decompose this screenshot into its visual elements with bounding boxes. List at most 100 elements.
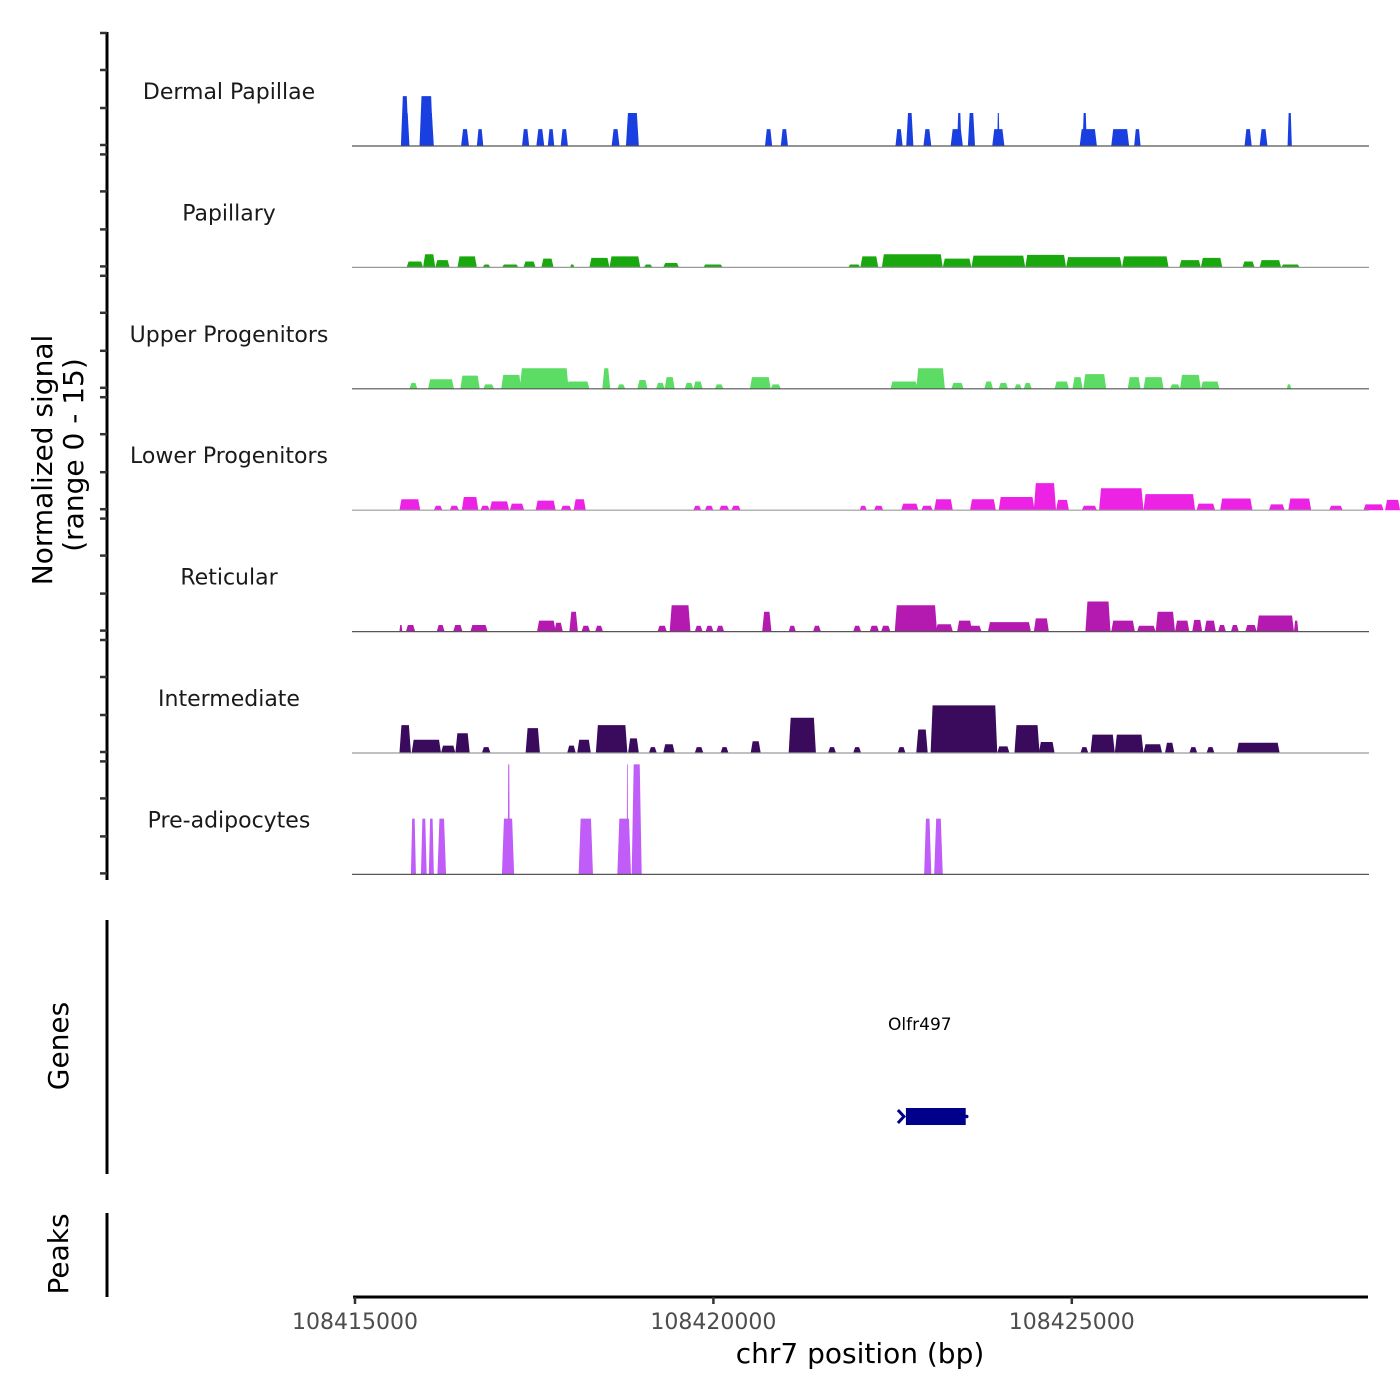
signal-peak <box>437 818 447 875</box>
signal-peak <box>523 261 536 268</box>
signal-peak <box>1180 374 1201 389</box>
signal-peak <box>405 625 416 632</box>
signal-peak <box>1081 505 1097 511</box>
signal-peak <box>895 129 903 146</box>
signal-peak <box>1111 620 1135 632</box>
signal-peak <box>770 384 781 389</box>
track-lower-progenitors: Lower Progenitors <box>130 444 1400 511</box>
signal-peak <box>957 113 962 146</box>
signal-peak <box>1385 499 1400 511</box>
gene-olfr497[interactable]: Olfr497 <box>888 1015 969 1125</box>
signal-peak <box>628 738 639 753</box>
signal-peak <box>453 625 463 632</box>
genes-panel-label: Genes <box>42 1002 75 1090</box>
signal-peak <box>1256 615 1295 632</box>
signal-peak <box>1329 505 1343 511</box>
signal-peak <box>1143 494 1196 511</box>
signal-peak <box>1099 488 1144 511</box>
signal-peak <box>1085 601 1111 632</box>
signal-peak <box>617 384 626 389</box>
signal-peak <box>1294 620 1299 632</box>
signal-peak <box>560 129 568 146</box>
signal-peak <box>525 728 540 753</box>
signal-peak <box>1268 504 1285 511</box>
signal-peak <box>1206 747 1215 753</box>
signal-peak <box>1287 113 1292 146</box>
signal-peak <box>554 622 563 632</box>
signal-peak <box>507 764 510 875</box>
signal-peak <box>684 382 694 389</box>
signal-peak <box>1033 483 1057 511</box>
signal-peak <box>1033 618 1049 632</box>
signal-peak <box>569 611 578 632</box>
signal-peak <box>694 747 704 753</box>
signal-peak <box>566 381 590 389</box>
signal-peak <box>609 256 641 268</box>
signal-peak <box>669 605 691 632</box>
signal-peak <box>934 499 953 511</box>
x-axis-title: chr7 position (bp) <box>736 1337 985 1370</box>
signal-peak <box>1363 504 1384 511</box>
signal-peak <box>693 505 702 511</box>
signal-peak <box>1218 625 1226 632</box>
signal-peak <box>648 747 657 753</box>
signal-peak <box>1164 742 1175 753</box>
track-papillary: Papillary <box>182 201 1369 268</box>
signal-peak <box>423 254 436 268</box>
signal-peak <box>428 818 434 875</box>
signal-peak <box>595 625 604 632</box>
track-label: Upper Progenitors <box>130 323 329 348</box>
signal-peak <box>481 747 491 753</box>
signal-peak <box>1245 625 1257 632</box>
signal-peak <box>480 505 490 511</box>
signal-peak <box>1220 498 1253 511</box>
signal-peak <box>848 264 861 268</box>
signal-peak <box>570 264 575 268</box>
signal-peak <box>853 625 862 632</box>
signal-peak <box>869 625 879 632</box>
signal-peak <box>935 624 953 632</box>
signal-peak <box>537 620 556 632</box>
gene-label: Olfr497 <box>888 1015 952 1035</box>
signal-peak <box>402 113 410 146</box>
signal-peak <box>930 705 998 753</box>
track-intermediate: Intermediate <box>158 687 1369 754</box>
signal-peak <box>788 717 816 753</box>
signal-peak <box>749 377 771 389</box>
signal-peak <box>1014 384 1022 389</box>
signal-peak <box>957 620 973 632</box>
x-axis-ticks: 108415000 108420000 108425000 <box>292 1297 1135 1335</box>
signal-peak <box>942 258 972 268</box>
signal-peak <box>664 377 675 389</box>
signal-peak <box>643 264 653 268</box>
signal-peak <box>1288 498 1312 511</box>
signal-peak <box>410 818 416 875</box>
signal-peak <box>399 725 411 753</box>
signal-peak <box>489 501 510 511</box>
signal-peak <box>411 739 442 753</box>
signal-peak <box>1196 503 1216 511</box>
signal-peak <box>1072 377 1083 389</box>
signal-peak <box>589 257 610 268</box>
signal-peak <box>890 381 918 389</box>
peaks-panel-label: Peaks <box>42 1213 75 1294</box>
signal-peak <box>663 744 675 753</box>
signal-peak <box>1259 129 1268 146</box>
signal-peak <box>595 725 628 753</box>
signal-peak <box>501 374 522 389</box>
signal-peak <box>1090 734 1115 753</box>
signal-peak <box>1025 254 1067 268</box>
signal-peak <box>501 264 519 268</box>
signal-peak <box>1143 377 1164 389</box>
signal-peak <box>1127 377 1141 389</box>
signal-peak <box>1056 499 1069 511</box>
signal-peak <box>449 505 459 511</box>
signal-peak <box>470 625 488 632</box>
signal-peak <box>720 747 729 753</box>
signal-peak <box>716 625 725 632</box>
track-reticular: Reticular <box>180 566 1369 633</box>
track-label: Reticular <box>180 566 278 591</box>
y-axis-title-line1: Normalized signal <box>26 335 59 586</box>
signal-peak <box>1170 384 1181 389</box>
gene-body[interactable] <box>905 1108 966 1125</box>
